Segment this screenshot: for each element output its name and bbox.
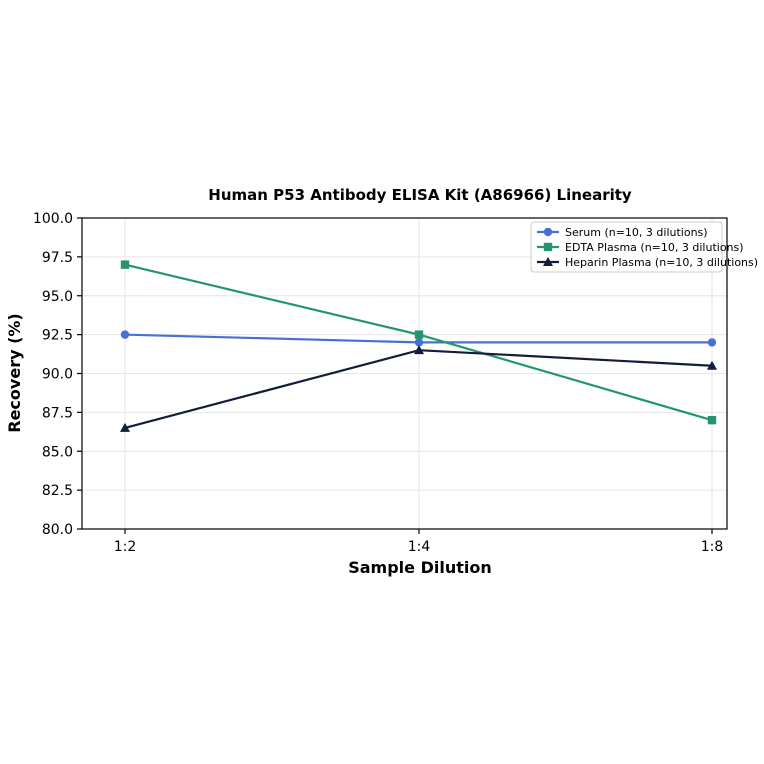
legend-marker (543, 227, 553, 237)
y-tick-label: 87.5 (42, 405, 73, 421)
legend-label: Heparin Plasma (n=10, 3 dilutions) (565, 256, 758, 269)
y-tick-label: 80.0 (42, 522, 73, 538)
data-point (707, 338, 717, 347)
data-point (707, 415, 717, 425)
y-axis-label: Recovery (%) (5, 313, 24, 432)
y-tick-label: 100.0 (33, 211, 73, 227)
series-0 (120, 330, 717, 347)
y-tick-label: 85.0 (42, 444, 73, 460)
data-point (707, 360, 717, 370)
x-tick-label: 1:8 (701, 539, 724, 555)
data-point (414, 345, 424, 355)
legend-entry: Serum (n=10, 3 dilutions) (537, 226, 708, 239)
y-tick-label: 97.5 (42, 250, 73, 266)
x-tick-label: 1:2 (114, 539, 137, 555)
series-1 (120, 260, 717, 425)
data-point (414, 338, 424, 347)
legend-label: Serum (n=10, 3 dilutions) (565, 226, 708, 239)
y-tick-label: 92.5 (42, 328, 73, 344)
series-2 (120, 345, 717, 432)
legend-marker (543, 257, 553, 266)
y-tick-label: 95.0 (42, 289, 73, 305)
data-point (120, 330, 130, 339)
y-axis-ticks: 80.0 82.5 85.0 87.5 90.0 92.5 95.0 97.5 100.0 (33, 211, 82, 538)
legend-box (530, 221, 723, 273)
legend-label: EDTA Plasma (n=10, 3 dilutions) (565, 241, 744, 254)
series-layer (120, 260, 717, 432)
legend-marker (543, 242, 553, 252)
y-tick-label: 90.0 (42, 367, 73, 383)
legend-entry: Heparin Plasma (n=10, 3 dilutions) (537, 256, 758, 269)
chart-title: Human P53 Antibody ELISA Kit (A86966) Li… (208, 186, 632, 204)
data-point (120, 260, 130, 269)
legend: Serum (n=10, 3 dilutions) EDTA Plasma (n=… (530, 221, 758, 273)
data-point (414, 330, 424, 339)
x-tick-label: 1:4 (408, 539, 431, 555)
x-axis-ticks: 1:2 1:4 1:8 (114, 529, 724, 555)
legend-entry: EDTA Plasma (n=10, 3 dilutions) (537, 241, 744, 254)
y-tick-label: 82.5 (42, 483, 73, 499)
x-axis-label: Sample Dilution (348, 558, 492, 577)
data-point (120, 422, 130, 432)
